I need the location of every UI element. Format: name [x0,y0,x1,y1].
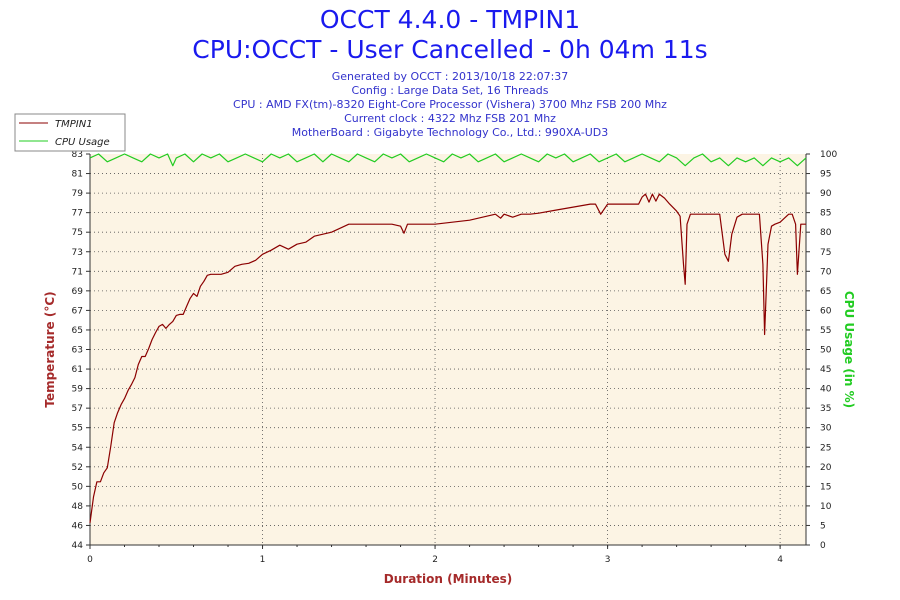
x-tick-label: 3 [605,555,611,565]
y-tick-label: 79 [72,189,84,199]
y2-tick-label: 65 [820,287,831,297]
chart-subtitle: CPU:OCCT - User Cancelled - 0h 04m 11s [192,35,708,64]
y-tick-label: 73 [72,248,83,258]
info-motherboard: MotherBoard : Gigabyte Technology Co., L… [291,126,609,139]
y2-tick-label: 30 [820,424,832,434]
y-tick-label: 65 [72,326,83,336]
x-tick-label: 2 [432,555,438,565]
y-tick-label: 69 [72,287,84,297]
y-tick-label: 61 [72,365,83,375]
y2-tick-label: 95 [820,170,831,180]
y-tick-label: 44 [72,541,84,551]
y2-tick-label: 55 [820,326,831,336]
y-tick-label: 55 [72,424,83,434]
y-tick-label: 75 [72,228,83,238]
y-tick-label: 83 [72,150,83,160]
grid-lines [90,154,806,545]
series-line-tmpin1 [89,193,806,523]
y2-tick-label: 75 [820,248,831,258]
y-tick-label: 54 [72,443,84,453]
legend-label-cpu-usage: CPU Usage [55,137,110,148]
x-tick-label: 0 [87,555,93,565]
y2-tick-label: 25 [820,443,831,453]
y-tick-label: 71 [72,267,83,277]
y2-tick-label: 35 [820,404,831,414]
y-tick-label: 81 [72,170,83,180]
y2-tick-label: 15 [820,482,831,492]
series-lines [89,153,807,523]
y2-axis-ticks: 0 5 10 15 20 25 30 35 40 45 50 55 60 65 70 75 80 85 90 95 10… [806,150,837,551]
legend-label-tmpin1: TMPIN1 [55,119,93,130]
legend: TMPIN1 CPU Usage [14,113,126,152]
y2-tick-label: 80 [820,228,832,238]
x-tick-label: 4 [777,555,783,565]
legend-box [14,113,126,152]
series-line-cpu-usage [89,153,807,167]
y-tick-label: 63 [72,346,83,356]
y-axis-ticks: 44 46 48 50 52 54 55 57 59 61 63 65 67 69 71 73 75 77 79 81… [72,150,90,551]
y2-tick-label: 5 [820,521,826,531]
x-tick-label: 1 [260,555,266,565]
x-axis-label: Duration (Minutes) [384,572,512,586]
y-tick-label: 48 [72,502,84,512]
y2-tick-label: 85 [820,209,831,219]
y2-tick-label: 0 [820,541,826,551]
y-tick-label: 52 [72,463,83,473]
y2-tick-label: 10 [820,502,832,512]
y-tick-label: 50 [72,482,84,492]
info-current-clock: Current clock : 4322 Mhz FSB 201 Mhz [344,112,556,125]
y2-tick-label: 50 [820,346,832,356]
info-generated: Generated by OCCT : 2013/10/18 22:07:37 [331,70,569,83]
y2-tick-label: 45 [820,365,831,375]
y2-axis-label: CPU Usage (in %) [842,291,856,408]
y2-tick-label: 100 [820,150,837,160]
y-axis-label: Temperature (°C) [43,291,57,407]
x-axis-ticks: 0 1 2 3 4 [87,545,783,565]
y2-tick-label: 40 [820,385,832,395]
y-tick-label: 46 [72,521,84,531]
y-tick-label: 67 [72,306,83,316]
y2-tick-label: 70 [820,267,832,277]
y-tick-label: 77 [72,209,83,219]
y2-tick-label: 90 [820,189,832,199]
info-config: Config : Large Data Set, 16 Threads [351,84,549,97]
chart-title: OCCT 4.4.0 - TMPIN1 [319,5,581,34]
y2-tick-label: 20 [820,463,832,473]
y-tick-label: 59 [72,385,84,395]
y2-tick-label: 60 [820,306,832,316]
info-cpu: CPU : AMD FX(tm)-8320 Eight-Core Process… [233,98,667,111]
y-tick-label: 57 [72,404,83,414]
